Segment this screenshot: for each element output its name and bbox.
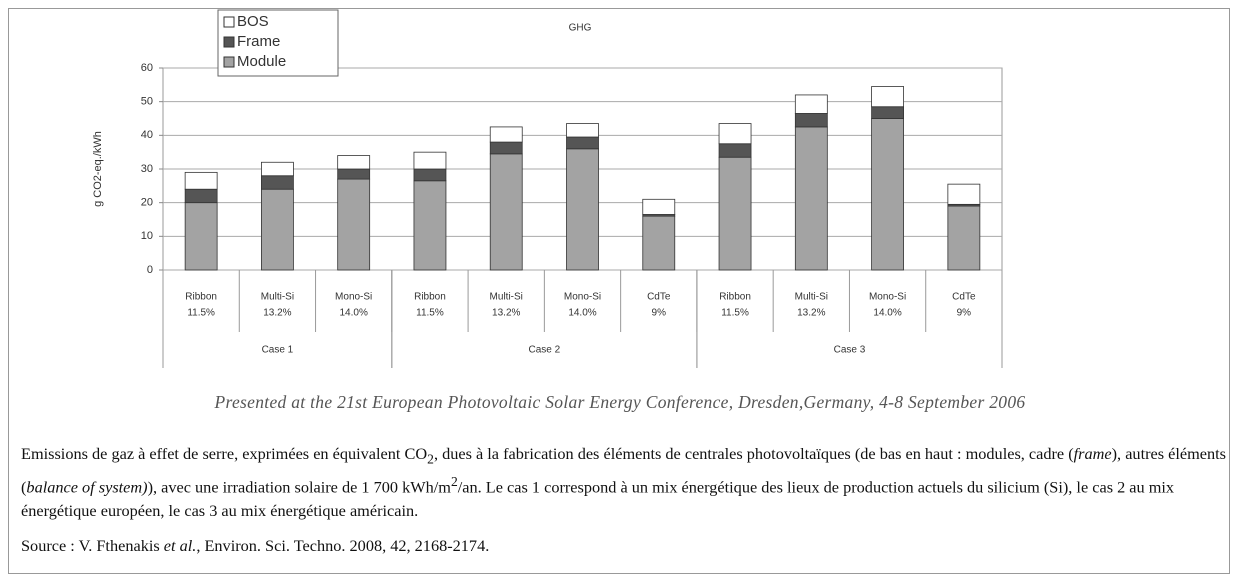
- text-segment: , dues à la fabrication des éléments de …: [433, 444, 1074, 463]
- legend-swatch: [223, 16, 235, 28]
- y-tick-label: 10: [141, 230, 153, 242]
- bar-segment: [718, 123, 752, 145]
- bar-segment: [489, 153, 523, 271]
- x-tick-label: CdTe: [952, 292, 976, 303]
- x-tick-sublabel: 14.0%: [568, 308, 596, 319]
- text-segment: ), autres éléments (: [21, 444, 1227, 497]
- bar-segment: [794, 94, 828, 114]
- text-segment: 2: [450, 474, 458, 490]
- text-segment: ), avec une irradiation solaire de 1 700…: [147, 477, 451, 497]
- legend-box: [217, 9, 339, 77]
- bar-segment: [566, 136, 599, 150]
- y-axis-label: g CO2-eq./kWh: [92, 131, 104, 207]
- bar-segment: [947, 205, 981, 271]
- x-tick-label: Mono-Si: [564, 292, 601, 303]
- bar-segment: [794, 113, 828, 128]
- x-tick-sublabel: 9%: [957, 308, 972, 319]
- text-segment: frame: [1073, 444, 1112, 463]
- bar-segment: [718, 143, 752, 158]
- y-tick-label: 60: [141, 62, 153, 74]
- x-tick-sublabel: 14.0%: [873, 308, 901, 319]
- x-tick-label: Multi-Si: [490, 292, 523, 303]
- group-label: Case 1: [262, 345, 294, 356]
- bar-segment: [489, 126, 523, 143]
- bar-segment: [947, 183, 981, 205]
- bar-segment: [261, 161, 294, 177]
- bar-segment: [566, 148, 599, 271]
- caption: Emissions de gaz à effet de serre, expri…: [21, 442, 1226, 522]
- credit-line: Presented at the 21st European Photovolt…: [214, 392, 1026, 412]
- x-tick-label: Ribbon: [414, 292, 446, 303]
- bar-segment: [718, 156, 752, 271]
- group-label: Case 3: [834, 345, 866, 356]
- bar-segment: [337, 178, 371, 271]
- y-tick-label: 50: [141, 96, 153, 108]
- x-tick-label: Mono-Si: [335, 292, 372, 303]
- bar-segment: [794, 126, 828, 271]
- y-tick-label: 20: [141, 197, 153, 209]
- y-tick-label: 30: [141, 163, 153, 175]
- x-tick-label: Mono-Si: [869, 292, 906, 303]
- text-segment: /an. Le cas 1 correspond à un mix énergé…: [21, 477, 1175, 520]
- x-tick-label: Ribbon: [719, 292, 751, 303]
- chart-title: GHG: [569, 23, 592, 34]
- x-tick-label: Ribbon: [185, 292, 217, 303]
- bar-segment: [566, 123, 599, 138]
- bar-segment: [642, 215, 676, 271]
- x-tick-sublabel: 13.2%: [263, 308, 291, 319]
- bar-segment: [871, 106, 904, 119]
- bar-segment: [871, 118, 904, 271]
- bar-segment: [337, 168, 371, 180]
- source-line: Source : V. Fthenakis et al., Environ. S…: [21, 534, 1226, 557]
- bar-segment: [337, 155, 371, 170]
- bar-segment: [413, 151, 447, 170]
- bar-segment: [184, 171, 218, 190]
- bar-segment: [413, 180, 447, 271]
- x-tick-sublabel: 11.5%: [416, 308, 444, 319]
- group-label: Case 2: [529, 345, 561, 356]
- text-segment: 2: [427, 451, 434, 467]
- bar-segment: [642, 198, 676, 215]
- chart: GHG g CO2-eq./kWh 0 10 20 30 40 50 60 Ribbon 11.…: [92, 9, 1003, 368]
- legend-label: BOS: [237, 13, 269, 30]
- x-tick-sublabel: 11.5%: [721, 308, 749, 319]
- y-tick-label: 0: [147, 264, 153, 276]
- x-tick-sublabel: 9%: [652, 308, 667, 319]
- bar-segment: [489, 141, 523, 155]
- x-tick-sublabel: 13.2%: [797, 308, 825, 319]
- bar-segment: [413, 168, 447, 182]
- text-segment: et al.: [163, 536, 197, 555]
- document-frame: [8, 8, 1230, 574]
- x-tick-sublabel: 11.5%: [187, 308, 215, 319]
- legend-swatch: [223, 36, 235, 48]
- x-tick-label: Multi-Si: [261, 292, 294, 303]
- text-segment: balance of system): [26, 477, 148, 497]
- bar-segment: [184, 188, 218, 204]
- x-tick-label: Multi-Si: [795, 292, 828, 303]
- bar-segment: [261, 175, 294, 190]
- legend-swatch: [223, 56, 235, 68]
- text-segment: , Environ. Sci. Techno. 2008, 42, 2168-2…: [196, 536, 490, 555]
- x-tick-label: CdTe: [647, 292, 671, 303]
- bar-segment: [261, 188, 294, 271]
- bar-segment: [871, 86, 904, 108]
- x-tick-sublabel: 14.0%: [340, 308, 368, 319]
- legend-label: Frame: [237, 33, 280, 50]
- legend-label: Module: [237, 53, 286, 70]
- bar-segment: [184, 202, 218, 271]
- x-tick-sublabel: 13.2%: [492, 308, 520, 319]
- y-tick-label: 40: [141, 129, 153, 141]
- text-segment: Emissions de gaz à effet de serre, expri…: [21, 444, 428, 463]
- text-segment: Source : V. Fthenakis: [21, 536, 164, 555]
